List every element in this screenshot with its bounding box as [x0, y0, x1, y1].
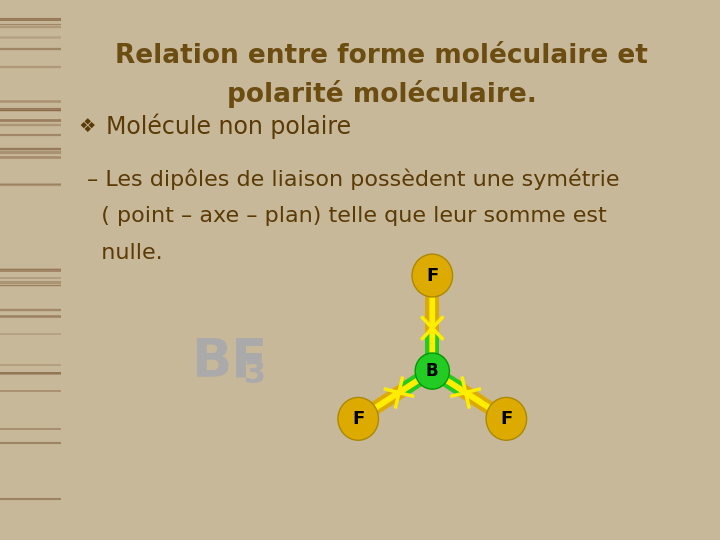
FancyArrow shape: [426, 254, 439, 363]
Text: F: F: [500, 410, 513, 428]
Circle shape: [415, 353, 449, 389]
Circle shape: [412, 254, 453, 297]
Text: ( point – axe – plan) telle que leur somme est: ( point – axe – plan) telle que leur som…: [87, 206, 607, 226]
Text: F: F: [352, 410, 364, 428]
Text: nulle.: nulle.: [87, 242, 163, 262]
Text: Relation entre forme moléculaire et: Relation entre forme moléculaire et: [115, 43, 648, 69]
Text: Molécule non polaire: Molécule non polaire: [106, 114, 351, 139]
Text: ❖: ❖: [78, 117, 96, 136]
FancyArrow shape: [342, 373, 428, 429]
FancyArrow shape: [437, 373, 523, 429]
Text: F: F: [426, 267, 438, 285]
Circle shape: [338, 397, 379, 440]
Text: B: B: [426, 362, 438, 380]
Circle shape: [486, 397, 526, 440]
Text: polarité moléculaire.: polarité moléculaire.: [227, 80, 536, 108]
Text: 3: 3: [243, 359, 266, 390]
Text: – Les dipôles de liaison possèdent une symétrie: – Les dipôles de liaison possèdent une s…: [87, 169, 619, 191]
Text: BF: BF: [192, 335, 268, 387]
